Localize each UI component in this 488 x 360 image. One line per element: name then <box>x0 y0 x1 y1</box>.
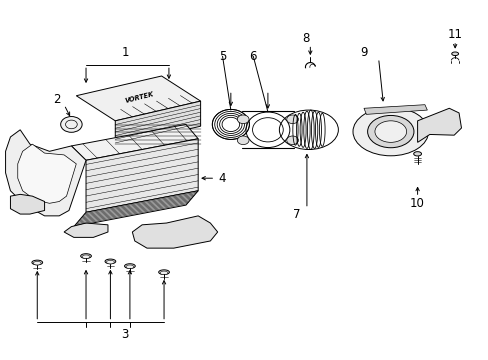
Ellipse shape <box>82 255 90 258</box>
Ellipse shape <box>413 152 421 156</box>
Circle shape <box>61 117 82 132</box>
Polygon shape <box>76 76 200 121</box>
Polygon shape <box>74 191 198 226</box>
Polygon shape <box>64 223 108 237</box>
Ellipse shape <box>158 270 169 274</box>
Circle shape <box>237 136 248 145</box>
Polygon shape <box>5 130 86 216</box>
Circle shape <box>237 115 248 123</box>
Ellipse shape <box>160 271 167 275</box>
Text: 11: 11 <box>447 28 462 41</box>
Ellipse shape <box>374 121 406 142</box>
Text: 4: 4 <box>218 172 226 185</box>
Circle shape <box>286 136 298 145</box>
Ellipse shape <box>352 107 427 156</box>
Polygon shape <box>363 105 427 114</box>
Ellipse shape <box>33 261 41 265</box>
Text: 10: 10 <box>409 197 424 210</box>
Text: 8: 8 <box>301 32 308 45</box>
Polygon shape <box>115 101 200 146</box>
Polygon shape <box>10 194 44 214</box>
Text: 5: 5 <box>219 50 226 63</box>
Ellipse shape <box>124 264 135 269</box>
Ellipse shape <box>106 260 114 264</box>
Ellipse shape <box>105 259 116 264</box>
Text: 9: 9 <box>360 46 367 59</box>
Text: 6: 6 <box>249 50 257 63</box>
Polygon shape <box>18 144 76 203</box>
Text: 7: 7 <box>292 208 300 221</box>
Text: 2: 2 <box>53 93 61 106</box>
Circle shape <box>286 115 298 123</box>
Text: 3: 3 <box>121 328 128 341</box>
Ellipse shape <box>451 52 458 55</box>
Text: VORTEK: VORTEK <box>124 91 154 104</box>
Polygon shape <box>71 125 198 160</box>
Ellipse shape <box>32 260 42 265</box>
Ellipse shape <box>126 265 134 269</box>
Ellipse shape <box>81 254 91 258</box>
Polygon shape <box>86 139 198 212</box>
Text: 1: 1 <box>121 46 128 59</box>
Ellipse shape <box>367 116 413 148</box>
Polygon shape <box>132 216 217 248</box>
Polygon shape <box>417 108 461 142</box>
